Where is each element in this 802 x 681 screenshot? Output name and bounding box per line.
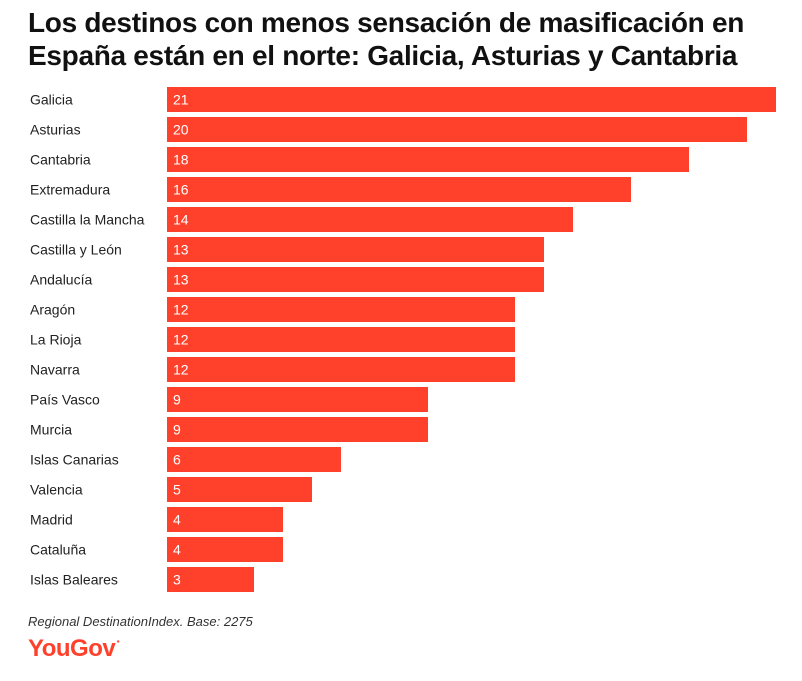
- category-label: Islas Baleares: [30, 572, 118, 588]
- value-label: 20: [173, 122, 189, 138]
- category-label: Cataluña: [30, 542, 86, 558]
- value-label: 4: [173, 512, 181, 528]
- category-label: Islas Canarias: [30, 452, 119, 468]
- bar: [167, 387, 428, 412]
- bar: [167, 327, 515, 352]
- bar: [167, 117, 747, 142]
- category-label: Andalucía: [30, 272, 92, 288]
- source-note: Regional DestinationIndex. Base: 2275: [28, 614, 253, 629]
- value-label: 12: [173, 302, 189, 318]
- bar: [167, 357, 515, 382]
- bar: [167, 507, 283, 532]
- bar: [167, 417, 428, 442]
- category-label: Castilla la Mancha: [30, 212, 145, 228]
- value-label: 6: [173, 452, 181, 468]
- bar: [167, 87, 776, 112]
- value-label: 16: [173, 182, 189, 198]
- bar: [167, 447, 341, 472]
- category-label: Castilla y León: [30, 242, 122, 258]
- category-label: Extremadura: [30, 182, 110, 198]
- bar: [167, 207, 573, 232]
- bar: [167, 147, 689, 172]
- bar: [167, 297, 515, 322]
- value-label: 4: [173, 542, 181, 558]
- logo-mark: ·: [116, 633, 121, 649]
- value-label: 13: [173, 242, 189, 258]
- value-label: 5: [173, 482, 181, 498]
- bar: [167, 177, 631, 202]
- bar: [167, 267, 544, 292]
- bar: [167, 537, 283, 562]
- bar-chart: Galicia 21 Asturias 20 Cantabria 18 Extremadur…: [30, 87, 776, 592]
- category-label: Navarra: [30, 362, 80, 378]
- category-label: Aragón: [30, 302, 75, 318]
- category-label: La Rioja: [30, 332, 82, 348]
- value-label: 12: [173, 332, 189, 348]
- category-label: Valencia: [30, 482, 83, 498]
- category-label: Asturias: [30, 122, 81, 138]
- value-label: 21: [173, 92, 189, 108]
- category-label: Murcia: [30, 422, 72, 438]
- value-label: 13: [173, 272, 189, 288]
- category-label: Galicia: [30, 92, 73, 108]
- category-label: País Vasco: [30, 392, 100, 408]
- bar: [167, 237, 544, 262]
- logo-text: YouGov: [28, 635, 116, 662]
- chart-title: Los destinos con menos sensación de masi…: [28, 7, 745, 71]
- yougov-logo: YouGov ·: [28, 633, 121, 663]
- value-label: 14: [173, 212, 189, 228]
- value-label: 3: [173, 572, 181, 588]
- value-label: 12: [173, 362, 189, 378]
- bar: [167, 477, 312, 502]
- bar: [167, 567, 254, 592]
- category-label: Madrid: [30, 512, 73, 528]
- value-label: 9: [173, 392, 181, 408]
- value-label: 9: [173, 422, 181, 438]
- value-label: 18: [173, 152, 189, 168]
- category-label: Cantabria: [30, 152, 91, 168]
